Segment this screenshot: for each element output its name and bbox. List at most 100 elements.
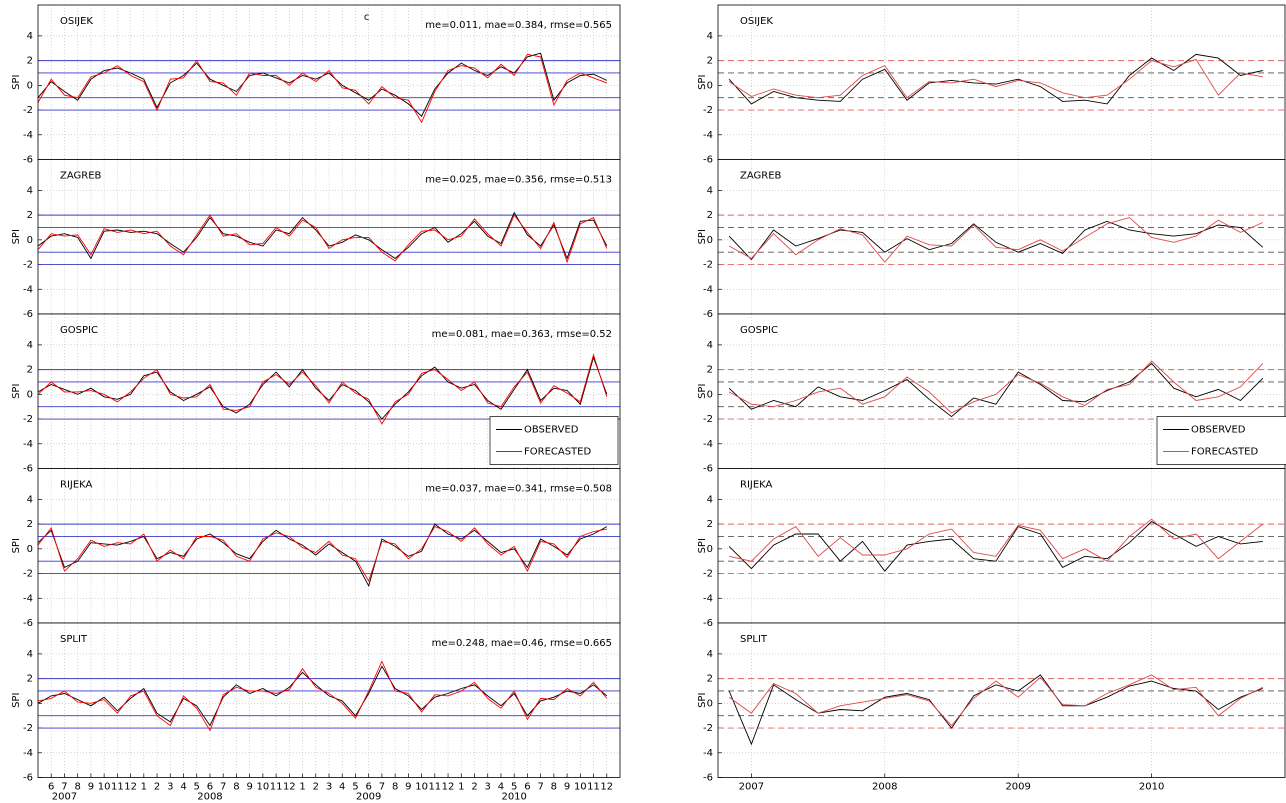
y-tick-label: -2 — [23, 569, 33, 580]
legend-label: FORECASTED — [1191, 447, 1258, 458]
panel-title: ZAGREB — [740, 171, 782, 182]
x-tick-label: 10 — [98, 782, 111, 793]
x-tick-label: 2 — [471, 782, 477, 793]
x-tick-label: 10 — [574, 782, 587, 793]
stats-text: me=0.037, mae=0.341, rmse=0.508 — [425, 484, 612, 495]
y-tick-label: 2 — [707, 56, 713, 67]
y-tick-label: -2 — [703, 414, 713, 425]
panel-title: RIJEKA — [60, 480, 93, 491]
plot-frame — [38, 5, 620, 160]
y-axis-label: SPI — [11, 693, 22, 708]
y-tick-label: 2 — [707, 365, 713, 376]
x-tick-label: 12 — [283, 782, 296, 793]
y-tick-label: -4 — [703, 748, 713, 759]
y-tick-label: -4 — [23, 439, 33, 450]
y-tick-label: 2 — [27, 674, 33, 685]
y-tick-label: -4 — [23, 748, 33, 759]
y-axis-label: SPI — [697, 229, 708, 244]
y-tick-label: 0 — [27, 544, 33, 555]
y-axis-label: SPI — [11, 75, 22, 90]
x-tick-label: 9 — [246, 782, 252, 793]
x-tick-label: 3 — [167, 782, 173, 793]
y-tick-label: -6 — [703, 618, 713, 629]
x-tick-label: 5 — [194, 782, 200, 793]
series-line — [37, 353, 608, 425]
series-line — [728, 362, 1264, 418]
x-tick-label: 8 — [551, 782, 557, 793]
legend-label: OBSERVED — [524, 425, 579, 436]
y-tick-label: -2 — [703, 105, 713, 116]
y-tick-label: -6 — [23, 464, 33, 475]
y-tick-label: 4 — [27, 31, 33, 42]
x-tick-label: 10 — [415, 782, 428, 793]
y-tick-label: 4 — [707, 494, 713, 505]
y-axis-label: SPI — [11, 538, 22, 553]
x-tick-label: 12 — [600, 782, 613, 793]
y-tick-label: -2 — [703, 723, 713, 734]
y-tick-label: -4 — [703, 130, 713, 141]
y-tick-label: -6 — [703, 464, 713, 475]
panel-title: SPLIT — [60, 634, 88, 645]
legend-label: OBSERVED — [1191, 425, 1246, 436]
x-tick-label: 7 — [537, 782, 543, 793]
x-tick-label: 4 — [498, 782, 504, 793]
series-line — [37, 660, 608, 732]
plot-frame — [718, 5, 1285, 160]
x-tick-label: 7 — [61, 782, 67, 793]
plot-frame — [718, 159, 1285, 314]
y-tick-label: 4 — [707, 185, 713, 196]
panel-note: c — [364, 12, 370, 23]
plot-border — [717, 622, 1286, 778]
x-tick-label: 11 — [428, 782, 441, 793]
x-tick-label: 3 — [326, 782, 332, 793]
x-tick-label: 11 — [270, 782, 283, 793]
y-tick-label: -4 — [23, 593, 33, 604]
x-tick-label: 2 — [313, 782, 319, 793]
y-tick-label: -6 — [703, 773, 713, 784]
plot-frame — [718, 468, 1285, 623]
y-tick-label: 2 — [27, 210, 33, 221]
x-tick-label: 3 — [485, 782, 491, 793]
y-tick-label: 0 — [707, 698, 713, 709]
y-axis-label: SPI — [697, 384, 708, 399]
y-tick-label: 2 — [27, 365, 33, 376]
panel-title: OSIJEK — [740, 16, 773, 27]
stats-text: me=0.011, mae=0.384, rmse=0.565 — [425, 20, 612, 31]
y-tick-label: -4 — [703, 284, 713, 295]
panel-title: SPLIT — [740, 634, 768, 645]
plot-frame — [38, 468, 620, 623]
year-label: 2007 — [52, 792, 77, 803]
panel-title: RIJEKA — [740, 480, 773, 491]
y-tick-label: 0 — [27, 80, 33, 91]
y-tick-label: -4 — [703, 439, 713, 450]
year-label: 2010 — [501, 792, 526, 803]
x-tick-label: 2007 — [739, 782, 764, 793]
y-tick-label: 0 — [707, 80, 713, 91]
panel-title: ZAGREB — [60, 171, 102, 182]
x-tick-label: 4 — [180, 782, 186, 793]
panel-title: OSIJEK — [60, 16, 93, 27]
y-tick-label: -2 — [23, 414, 33, 425]
series-line — [728, 360, 1264, 414]
series-line — [728, 674, 1264, 727]
x-tick-label: 7 — [379, 782, 385, 793]
x-tick-label: 2008 — [872, 782, 897, 793]
year-label: 2008 — [197, 792, 222, 803]
y-tick-label: 2 — [707, 210, 713, 221]
x-tick-label: 11 — [111, 782, 124, 793]
y-tick-label: -6 — [703, 155, 713, 166]
y-tick-label: 4 — [27, 185, 33, 196]
x-tick-label: 6 — [524, 782, 530, 793]
x-tick-label: 6 — [365, 782, 371, 793]
series-line — [728, 217, 1263, 263]
y-tick-label: 2 — [707, 674, 713, 685]
series-line — [728, 521, 1263, 572]
legend-box — [489, 416, 619, 465]
y-tick-label: 2 — [27, 56, 33, 67]
x-tick-label: 1 — [141, 782, 147, 793]
plot-border — [37, 622, 621, 778]
y-tick-label: -6 — [23, 773, 33, 784]
y-axis-label: SPI — [11, 229, 22, 244]
y-tick-label: -4 — [23, 130, 33, 141]
y-tick-label: 4 — [707, 340, 713, 351]
